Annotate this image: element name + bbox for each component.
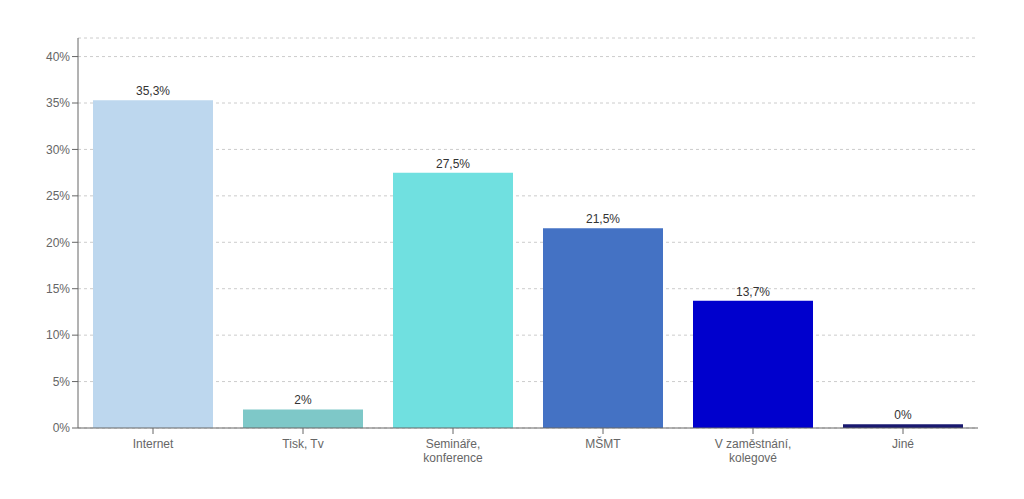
svg-text:40%: 40% bbox=[46, 50, 70, 64]
svg-text:0%: 0% bbox=[894, 408, 912, 422]
svg-text:35%: 35% bbox=[46, 96, 70, 110]
svg-text:35,3%: 35,3% bbox=[136, 84, 170, 98]
svg-text:15%: 15% bbox=[46, 282, 70, 296]
svg-text:MŠMT: MŠMT bbox=[585, 436, 621, 451]
svg-text:21,5%: 21,5% bbox=[586, 212, 620, 226]
svg-text:Tisk, Tv: Tisk, Tv bbox=[282, 437, 323, 451]
svg-text:0%: 0% bbox=[53, 421, 71, 435]
svg-text:5%: 5% bbox=[53, 375, 71, 389]
svg-text:30%: 30% bbox=[46, 143, 70, 157]
svg-text:Semináře,konference: Semináře,konference bbox=[423, 437, 483, 465]
svg-text:V zaměstnání,kolegové: V zaměstnání,kolegové bbox=[715, 437, 792, 465]
svg-text:Internet: Internet bbox=[133, 437, 174, 451]
svg-text:10%: 10% bbox=[46, 328, 70, 342]
svg-text:25%: 25% bbox=[46, 189, 70, 203]
svg-text:Jiné: Jiné bbox=[892, 437, 914, 451]
svg-text:20%: 20% bbox=[46, 236, 70, 250]
svg-text:13,7%: 13,7% bbox=[736, 285, 770, 299]
svg-text:27,5%: 27,5% bbox=[436, 157, 470, 171]
svg-text:2%: 2% bbox=[294, 393, 312, 407]
